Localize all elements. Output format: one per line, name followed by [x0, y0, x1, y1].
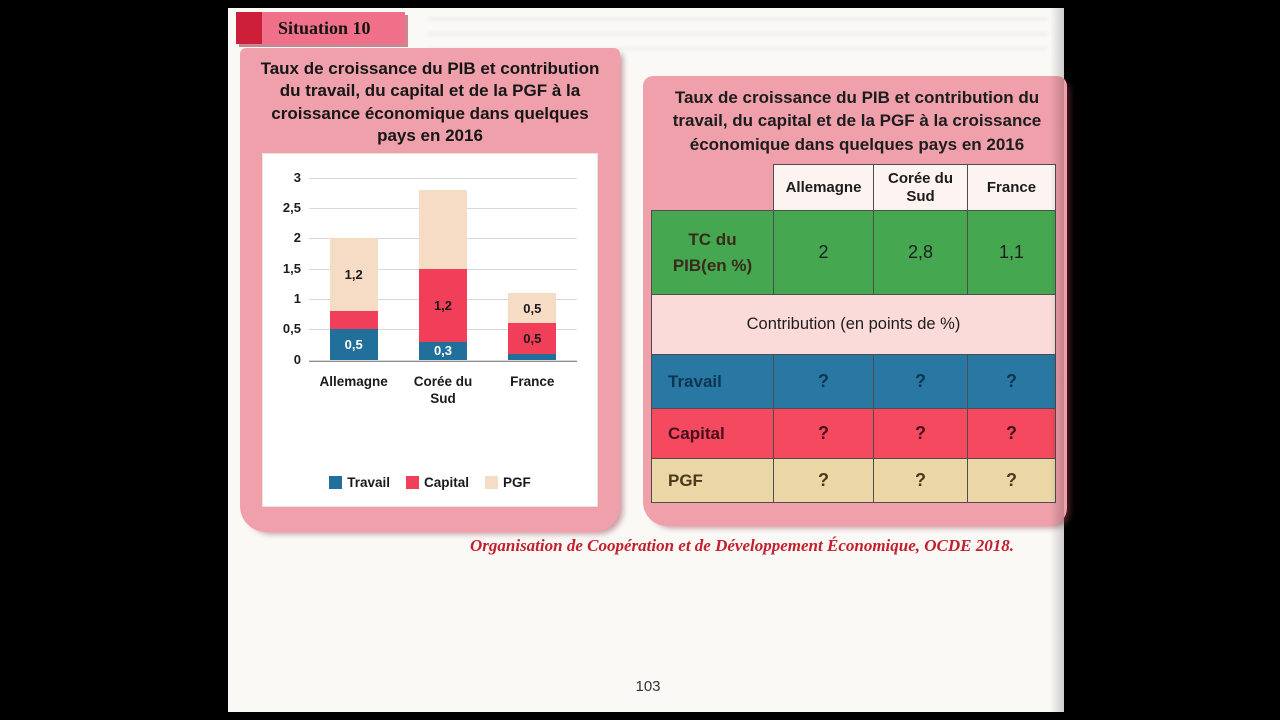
chart-x-axis: Allemagne Corée du Sud France	[309, 362, 577, 408]
bar-segment-capital: 0,5	[508, 323, 557, 354]
source-citation: Organisation de Coopération et de Dévelo…	[470, 536, 1014, 555]
capital-label: Capital	[651, 408, 774, 460]
tc-pib-label: TC du PIB(en %)	[651, 210, 774, 296]
table-panel: Taux de croissance du PIB et contributio…	[643, 76, 1067, 526]
legend-item-travail: Travail	[329, 475, 390, 490]
stacked-bar-chart: 3 2,5 2 1,5 1 0,5 0 0,5 1,2 0,3 1,2 0,5 0,5 Allemagn…	[263, 153, 597, 506]
bar-segment-label: 0,5	[344, 337, 363, 353]
badge-accent-bar	[236, 12, 262, 44]
gridline	[309, 359, 577, 361]
pgf-coree: ?	[873, 458, 968, 504]
legend-item-capital: Capital	[406, 475, 469, 490]
travail-label: Travail	[651, 354, 774, 410]
stacked-bar-allemagne: 0,5 1,2	[329, 238, 378, 360]
col-header-allemagne: Allemagne	[773, 164, 874, 212]
chart-plot-area: 3 2,5 2 1,5 1 0,5 0 0,5 1,2 0,3 1,2 0,5 0,5	[283, 170, 577, 367]
col-header-coree-du-sud: Corée du Sud	[873, 164, 968, 212]
bar-segment-travail: 0,3	[418, 341, 467, 360]
y-axis-tick: 2	[293, 230, 301, 246]
capital-allemagne: ?	[773, 408, 874, 460]
y-axis-tick: 1	[293, 291, 301, 307]
bar-segment-pgf: 0,5	[508, 293, 557, 324]
bar-column: 0,3 1,2	[398, 189, 487, 360]
capital-coree: ?	[873, 408, 968, 460]
y-axis-tick: 3	[293, 169, 301, 185]
table-row-contribution-header: Contribution (en points de %)	[651, 294, 1056, 356]
travail-allemagne: ?	[773, 354, 874, 410]
y-axis-tick: 0	[293, 351, 301, 367]
stacked-bar-corée-du-sud: 0,3 1,2	[418, 189, 467, 360]
col-header-france: France	[967, 164, 1056, 212]
chart-legend: Travail Capital PGF	[263, 475, 597, 490]
capital-france: ?	[967, 408, 1056, 460]
tc-pib-france: 1,1	[967, 210, 1056, 296]
table-row-pgf: PGF ? ? ?	[651, 458, 1056, 504]
bar-segment-label: 1,2	[433, 297, 453, 313]
page-edge-shadow	[1050, 8, 1064, 712]
x-axis-category: Corée du Sud	[413, 373, 473, 406]
legend-label: PGF	[503, 474, 531, 490]
bar-segment-capital: 1,2	[418, 268, 467, 342]
legend-label: Travail	[347, 474, 390, 490]
table-corner-cell	[651, 164, 774, 212]
bar-segment-capital	[329, 311, 378, 330]
table-header-row: Allemagne Corée du Sud France	[651, 164, 1056, 212]
situation-badge-label: Situation 10	[278, 17, 371, 38]
table-row-capital: Capital ? ? ?	[651, 408, 1056, 460]
bar-segment-label: 0,3	[433, 343, 453, 359]
bar-segment-travail: 0,5	[329, 329, 378, 360]
bar-segment-travail	[508, 353, 557, 360]
bar-segment-label: 1,2	[344, 267, 363, 283]
contribution-label: Contribution (en points de %)	[651, 294, 1056, 356]
bar-column: 0,5 1,2	[309, 238, 398, 360]
legend-swatch	[406, 475, 419, 489]
table-title: Taux de croissance du PIB et contributio…	[672, 88, 1042, 154]
pgf-allemagne: ?	[773, 458, 874, 504]
bar-segment-label: 0,5	[523, 331, 542, 347]
table-row-tc-pib: TC du PIB(en %) 2 2,8 1,1	[651, 210, 1056, 296]
gridline	[309, 177, 577, 179]
bar-segment-pgf: 1,2	[329, 238, 378, 312]
chart-card: Taux de croissance du PIB et contributio…	[240, 48, 620, 532]
x-axis-category: Allemagne	[319, 373, 388, 389]
badge-body: Situation 10	[262, 12, 405, 44]
data-table: Allemagne Corée du Sud France TC du PIB(…	[651, 164, 1056, 504]
bar-segment-pgf	[418, 189, 467, 269]
bar-segment-label: 0,5	[523, 300, 542, 316]
tc-pib-coree: 2,8	[873, 210, 968, 296]
travail-france: ?	[967, 354, 1056, 410]
legend-swatch	[329, 475, 343, 489]
travail-coree: ?	[873, 354, 968, 410]
bars-layer: 0,5 1,2 0,3 1,2 0,5 0,5	[309, 178, 577, 360]
pgf-label: PGF	[651, 458, 774, 504]
pgf-france: ?	[967, 458, 1056, 504]
legend-label: Capital	[424, 474, 470, 490]
bleed-through-text	[428, 12, 1048, 50]
stacked-bar-france: 0,5 0,5	[508, 293, 557, 360]
page: Situation 10 Taux de croissance du PIB e…	[228, 8, 1067, 712]
x-axis-category: France	[510, 373, 555, 389]
y-axis-tick: 2,5	[282, 200, 301, 216]
legend-item-pgf: PGF	[485, 475, 531, 490]
legend-swatch	[485, 475, 499, 489]
page-number: 103	[635, 678, 661, 695]
tc-pib-allemagne: 2	[773, 210, 874, 296]
y-axis-tick: 1,5	[282, 260, 301, 276]
bar-column: 0,5 0,5	[488, 293, 577, 360]
chart-title: Taux de croissance du PIB et contributio…	[260, 59, 600, 146]
y-axis-tick: 0,5	[282, 321, 301, 337]
table-row-travail: Travail ? ? ?	[651, 354, 1056, 410]
situation-badge: Situation 10	[236, 12, 405, 44]
